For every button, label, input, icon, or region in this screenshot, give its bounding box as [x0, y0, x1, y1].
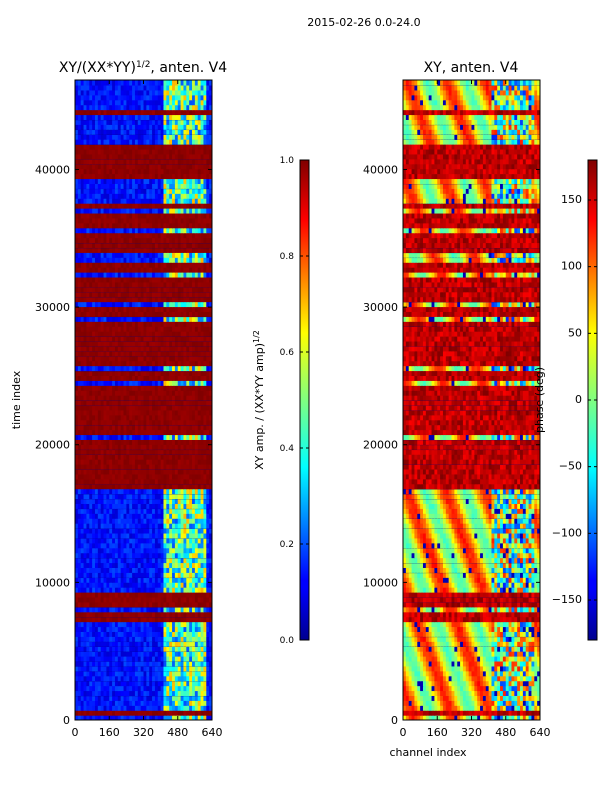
right-ytick-label: 10000	[363, 576, 398, 589]
right-axis-ticks: 0 160 320 480 640 0 10000 20000 30000 40000	[363, 80, 551, 739]
left-ytick-label: 20000	[35, 439, 70, 452]
left-ytick-label: 0	[63, 714, 70, 727]
right-cbar-tick-label: −150	[552, 593, 582, 606]
right-cbar-tick-label: 150	[561, 193, 582, 206]
left-cbar-tick-label: 1.0	[280, 156, 295, 166]
left-panel: XY/(XX*YY)1/2, anten. V4 0 160 320 480 640 0 1…	[10, 60, 227, 739]
right-ytick-label: 20000	[363, 439, 398, 452]
left-cbar-tick-label: 0.6	[280, 348, 295, 358]
left-cbar-tick-label: 0.8	[280, 252, 295, 262]
left-colorbar-gradient	[299, 159, 310, 641]
left-colorbar-ticks: 0.0 0.2 0.4 0.6 0.8 1.0	[280, 156, 309, 646]
left-ylabel: time index	[10, 370, 23, 429]
right-ytick-label: 30000	[363, 301, 398, 314]
right-panel: XY, anten. V4 0 160 320 480 640 0 10000 20000 30…	[363, 60, 551, 759]
right-cbar-tick-label: −100	[552, 526, 582, 539]
left-panel-title: XY/(XX*YY)1/2, anten. V4	[59, 60, 227, 76]
left-ytick-label: 10000	[35, 576, 70, 589]
right-xtick-label: 320	[461, 726, 482, 739]
left-xtick-label: 640	[202, 726, 223, 739]
left-heatmap	[75, 80, 212, 720]
right-colorbar-label: phase (deg)	[533, 367, 546, 433]
right-xtick-label: 0	[400, 726, 407, 739]
left-xtick-label: 160	[99, 726, 120, 739]
left-cbar-tick-label: 0.2	[280, 540, 294, 550]
left-ytick-label: 30000	[35, 301, 70, 314]
left-colorbar-label: XY amp. / (XX*YY amp)1/2	[252, 330, 266, 470]
figure-suptitle: 2015-02-26 0.0-24.0	[307, 16, 420, 29]
right-panel-title: XY, anten. V4	[424, 60, 519, 76]
left-xtick-label: 320	[133, 726, 154, 739]
right-xtick-label: 160	[427, 726, 448, 739]
left-cbar-tick-label: 0.4	[280, 444, 295, 454]
right-heatmap	[403, 80, 540, 720]
right-xlabel: channel index	[389, 746, 467, 759]
right-cbar-tick-label: −50	[559, 460, 582, 473]
right-xtick-label: 480	[495, 726, 516, 739]
right-cbar-tick-label: 0	[575, 393, 582, 406]
right-ytick-label: 0	[391, 714, 398, 727]
right-ytick-label: 40000	[363, 163, 398, 176]
right-colorbar: −150 −100 −50 0 50 100 150 phase (deg)	[533, 159, 598, 641]
left-xtick-label: 480	[167, 726, 188, 739]
left-colorbar: 0.0 0.2 0.4 0.6 0.8 1.0 XY amp. / (XX*YY amp)…	[252, 156, 310, 646]
left-ytick-label: 40000	[35, 163, 70, 176]
left-xtick-label: 0	[72, 726, 79, 739]
left-axis-ticks: 0 160 320 480 640 0 10000 20000 30000 40000	[35, 80, 223, 739]
right-cbar-tick-label: 50	[568, 326, 582, 339]
right-xtick-label: 640	[530, 726, 551, 739]
right-cbar-tick-label: 100	[561, 260, 582, 273]
left-cbar-tick-label: 0.0	[280, 636, 295, 646]
right-colorbar-ticks: −150 −100 −50 0 50 100 150	[552, 193, 597, 606]
